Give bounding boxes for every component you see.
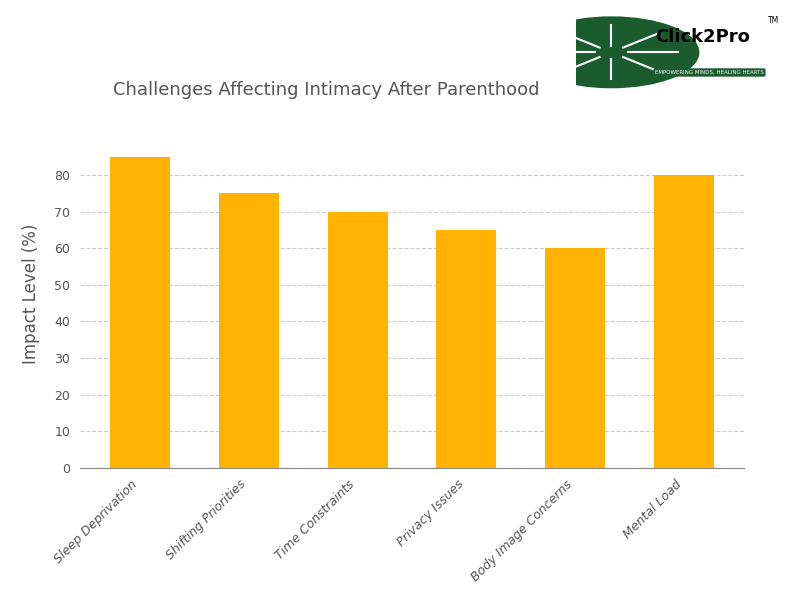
- Text: TM: TM: [767, 16, 778, 25]
- Bar: [654, 175, 714, 468]
- Circle shape: [524, 17, 698, 88]
- Bar: [219, 193, 278, 468]
- Bar: [110, 157, 170, 468]
- Bar: [328, 212, 387, 468]
- Bar: [546, 248, 605, 468]
- Text: Click2Pro: Click2Pro: [655, 28, 750, 46]
- Text: Challenges Affecting Intimacy After Parenthood: Challenges Affecting Intimacy After Pare…: [114, 81, 540, 99]
- Text: EMPOWERING MINDS, HEALING HEARTS: EMPOWERING MINDS, HEALING HEARTS: [655, 70, 764, 75]
- Y-axis label: Impact Level (%): Impact Level (%): [22, 224, 40, 364]
- Bar: [437, 230, 496, 468]
